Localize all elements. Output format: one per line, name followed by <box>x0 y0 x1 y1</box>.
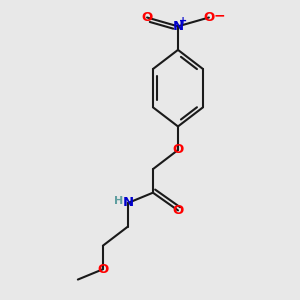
Text: O: O <box>141 11 153 24</box>
Text: H: H <box>114 196 123 206</box>
Text: −: − <box>213 8 225 22</box>
Text: N: N <box>172 20 184 33</box>
Text: O: O <box>172 204 184 217</box>
Text: O: O <box>97 263 109 276</box>
Text: O: O <box>203 11 214 24</box>
Text: +: + <box>179 16 187 26</box>
Text: O: O <box>172 143 184 157</box>
Text: N: N <box>122 196 134 209</box>
